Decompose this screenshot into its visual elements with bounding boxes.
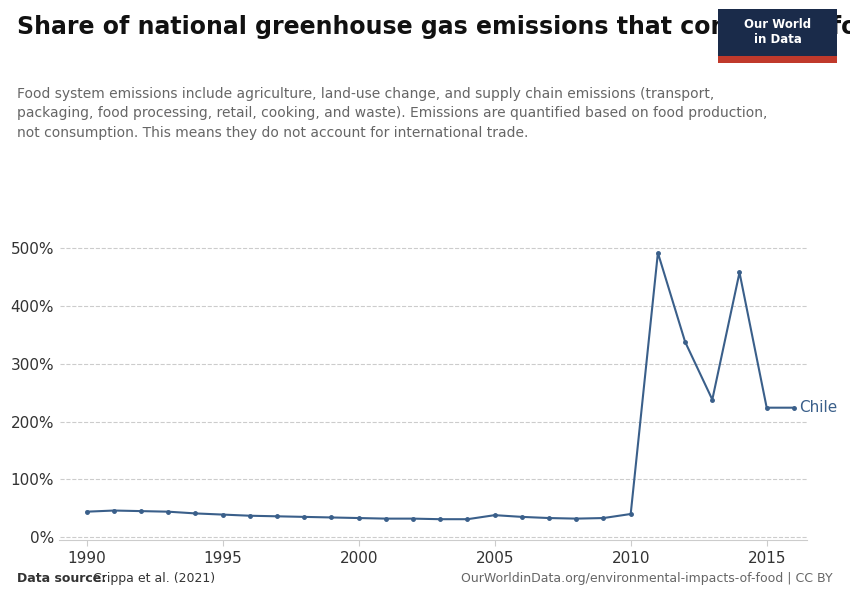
Text: Chile: Chile [799, 400, 837, 415]
Text: Food system emissions include agriculture, land-use change, and supply chain emi: Food system emissions include agricultur… [17, 87, 768, 140]
Text: Our World
in Data: Our World in Data [745, 19, 811, 46]
Text: OurWorldinData.org/environmental-impacts-of-food | CC BY: OurWorldinData.org/environmental-impacts… [462, 572, 833, 585]
Text: Share of national greenhouse gas emissions that come from food: Share of national greenhouse gas emissio… [17, 15, 850, 39]
Text: Data source:: Data source: [17, 572, 106, 585]
Text: Crippa et al. (2021): Crippa et al. (2021) [89, 572, 215, 585]
